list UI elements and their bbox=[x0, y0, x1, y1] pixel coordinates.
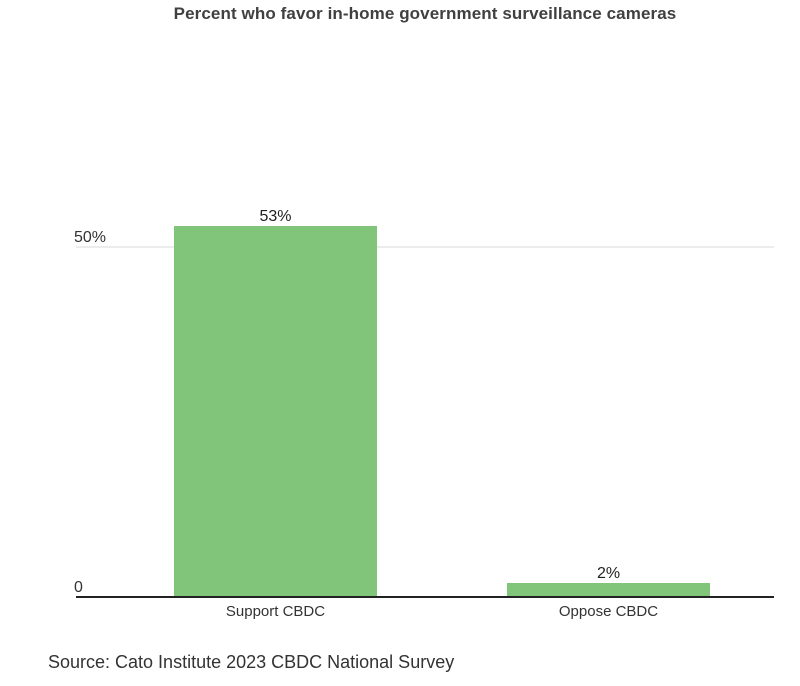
labels: 0 50% 53% Support CBDC 2% Oppose CBDC bbox=[74, 208, 658, 620]
bar-0 bbox=[174, 226, 377, 597]
chart-title: Percent who favor in-home government sur… bbox=[173, 4, 677, 23]
bar-1 bbox=[507, 583, 710, 597]
data-label-1: 2% bbox=[597, 565, 620, 582]
y-tick-label-1: 50% bbox=[74, 229, 106, 246]
category-label-1: Oppose CBDC bbox=[559, 603, 658, 620]
category-label-0: Support CBDC bbox=[226, 603, 325, 620]
source-note: Source: Cato Institute 2023 CBDC Nationa… bbox=[48, 652, 455, 672]
bar-chart: 0 50% 53% Support CBDC 2% Oppose CBDC bbox=[74, 208, 774, 620]
y-tick-label-0: 0 bbox=[74, 579, 83, 596]
data-label-0: 53% bbox=[259, 208, 291, 225]
bars bbox=[174, 226, 710, 597]
